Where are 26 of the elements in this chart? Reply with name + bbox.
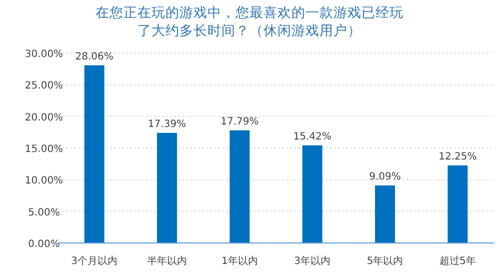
data-label: 28.06% xyxy=(75,51,114,62)
y-tick-label: 10.00% xyxy=(24,176,64,187)
x-tick-label: 超过5年 xyxy=(439,255,476,267)
chart-title: 在您正在玩的游戏中，您最喜欢的一款游戏已经玩了大约多长时间？（休闲游戏用户） xyxy=(94,4,404,40)
bar xyxy=(230,130,250,243)
bar xyxy=(375,185,395,243)
bar xyxy=(157,132,177,243)
x-tick-label: 3年以内 xyxy=(294,255,331,267)
y-tick-label: 5.00% xyxy=(28,207,60,218)
y-tick-label: 20.00% xyxy=(24,112,64,124)
data-label: 12.25% xyxy=(438,151,477,162)
x-tick-label: 1年以内 xyxy=(221,255,258,267)
bar xyxy=(84,65,104,243)
x-tick-label: 半年以内 xyxy=(147,255,187,267)
y-tick-label: 0.00% xyxy=(28,239,60,250)
data-label: 17.79% xyxy=(220,116,259,128)
bar xyxy=(302,145,322,243)
y-tick-label: 30.00% xyxy=(24,49,64,60)
bar xyxy=(448,165,468,243)
x-tick-label: 5年以内 xyxy=(366,255,404,267)
y-tick-label: 15.00% xyxy=(24,144,64,155)
y-tick-label: 25.00% xyxy=(24,80,64,92)
data-label: 15.42% xyxy=(293,131,332,142)
x-tick-label: 3个月以内 xyxy=(71,255,118,267)
data-label: 17.39% xyxy=(148,118,186,130)
data-label: 9.09% xyxy=(369,171,401,182)
